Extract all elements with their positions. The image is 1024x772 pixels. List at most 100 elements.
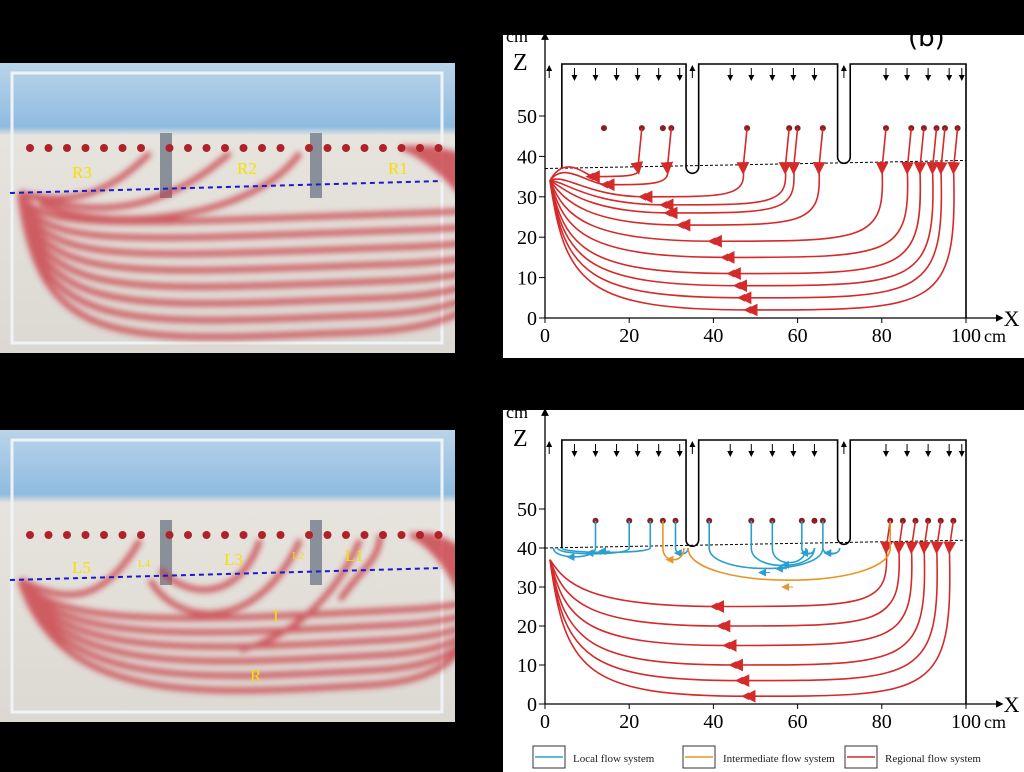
injection-needle <box>44 531 53 539</box>
injection-needle <box>63 144 71 152</box>
injection-point <box>638 125 645 132</box>
label-r1: R1 <box>388 159 408 178</box>
injection-needle <box>397 144 406 152</box>
tank-outline <box>561 439 967 704</box>
x-unit-label: cm <box>984 712 1006 732</box>
injection-point <box>933 125 940 132</box>
dye-streak <box>17 145 455 225</box>
injection-needle <box>397 531 406 539</box>
injection-point <box>920 125 927 132</box>
injection-point <box>786 125 793 132</box>
label-l5: L5 <box>72 558 91 577</box>
regional-flow-line <box>549 128 801 220</box>
injection-needle <box>137 144 145 152</box>
injection-needle <box>118 144 127 152</box>
regional-flow-line <box>549 520 906 633</box>
injection-needle <box>81 531 90 539</box>
injection-point <box>954 125 961 132</box>
water-table-line <box>9 180 443 194</box>
injection-needle <box>416 531 424 539</box>
dye-streak <box>17 145 455 241</box>
intermediate-flow-line <box>687 520 892 581</box>
x-tick-label: 60 <box>788 325 808 347</box>
y-axis-name: Z <box>513 426 528 452</box>
tank-outline <box>561 63 967 318</box>
regional-flow-line <box>549 128 927 280</box>
injection-needle <box>202 144 211 152</box>
local-flow-line <box>708 520 824 570</box>
injection-needle <box>379 144 387 152</box>
x-tick-label: 80 <box>872 325 892 347</box>
dye-streak <box>17 532 455 636</box>
injection-needle <box>184 144 192 152</box>
dye-streak <box>17 145 455 307</box>
injection-needle <box>165 531 174 539</box>
top-experiment-photo: R3 R2 R1 <box>0 63 455 353</box>
dye-streak <box>147 538 303 617</box>
label-i: I <box>273 606 279 625</box>
injection-needle <box>258 531 266 539</box>
x-tick-label: 40 <box>703 711 723 733</box>
dye-streak <box>17 532 455 665</box>
injection-needle <box>100 531 108 539</box>
local-flow-line <box>561 520 652 554</box>
x-tick-label: 20 <box>619 325 639 347</box>
injection-needle <box>202 531 211 539</box>
x-tick-label: 80 <box>872 711 892 733</box>
divider-plate <box>310 133 322 198</box>
injection-needle <box>360 144 369 152</box>
dye-streaks <box>17 532 455 694</box>
injection-point <box>908 125 915 132</box>
x-tick-label: 100 <box>951 325 981 347</box>
regional-flow-line <box>549 128 750 204</box>
injection-needle <box>81 144 90 152</box>
bottom-experiment-photo: L5 L4 L3 L2 L1 I R <box>0 430 455 722</box>
tank-frame <box>10 71 444 345</box>
local-flow-line <box>556 520 630 555</box>
x-axis-name: X <box>1004 306 1020 331</box>
injection-point <box>668 125 675 132</box>
tank-frame <box>10 438 444 714</box>
injection-needle <box>221 144 229 152</box>
regional-legend-box <box>844 745 878 769</box>
injection-needle <box>305 531 313 539</box>
x-tick-label: 0 <box>540 325 550 347</box>
y-tick-label: 0 <box>527 694 537 716</box>
injection-needle <box>26 531 34 539</box>
y-tick-label: 50 <box>517 106 537 128</box>
label-l3: L3 <box>224 550 243 569</box>
x-tick-label: 20 <box>619 711 639 733</box>
injection-point <box>811 517 818 524</box>
injection-needle <box>416 144 424 152</box>
dye-streak <box>17 145 455 274</box>
water-table-line <box>9 567 443 581</box>
injection-needle <box>305 144 313 152</box>
regional-flow-line <box>549 128 948 305</box>
y-tick-label: 0 <box>527 308 537 330</box>
injection-needle <box>434 144 443 152</box>
y-unit-label: cm <box>506 410 528 422</box>
y-tick-label: 40 <box>517 146 537 168</box>
label-l4: L4 <box>138 558 151 570</box>
dye-streak <box>17 145 455 257</box>
label-r3: R3 <box>72 163 92 182</box>
dye-streak <box>17 532 455 694</box>
x-unit-label: cm <box>984 326 1006 346</box>
y-tick-label: 40 <box>517 538 537 560</box>
dye-streak <box>17 532 455 650</box>
dye-streak <box>337 534 383 602</box>
injection-needle <box>63 531 71 539</box>
injection-needle <box>137 531 145 539</box>
label-r: R <box>250 666 262 685</box>
local-legend-box <box>532 745 566 769</box>
x-tick-label: 40 <box>703 325 723 347</box>
dye-streaks <box>17 145 455 340</box>
dye-streak <box>157 539 263 593</box>
injection-needle <box>221 531 229 539</box>
y-tick-label: 20 <box>517 227 537 249</box>
injection-needle <box>239 144 248 152</box>
injection-needle <box>323 531 332 539</box>
intermediate-legend-box <box>682 745 716 769</box>
injection-needle <box>434 531 443 539</box>
